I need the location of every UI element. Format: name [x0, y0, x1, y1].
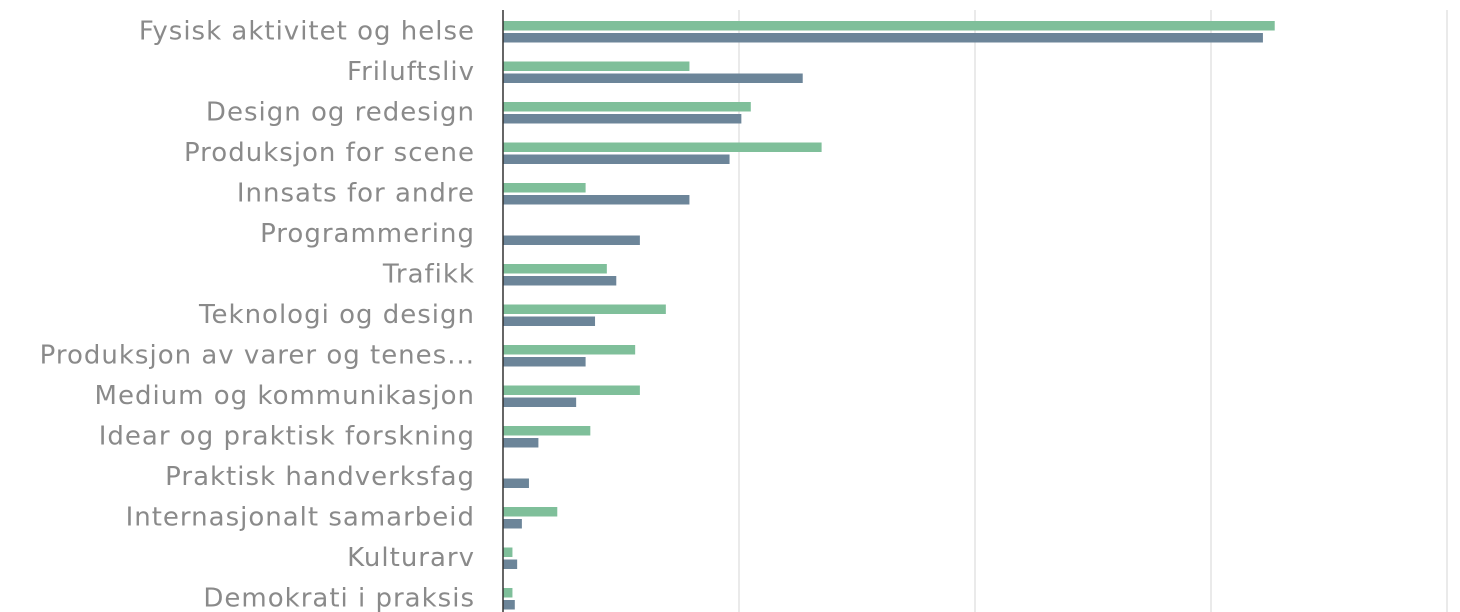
- bar-series-2: [503, 73, 803, 83]
- bar-series-2: [503, 235, 640, 245]
- bar-series-2: [503, 276, 617, 286]
- category-label: Fysisk aktivitet og helse: [139, 17, 475, 47]
- bar-series-1: [503, 507, 558, 517]
- bar-series-1: [503, 426, 591, 436]
- bar-series-1: [503, 345, 636, 355]
- bar-series-2: [503, 478, 529, 488]
- bars: [503, 21, 1275, 610]
- bar-series-1: [503, 588, 513, 598]
- category-label: Design og redesign: [206, 98, 475, 128]
- bar-series-2: [503, 600, 515, 610]
- bar-series-1: [503, 21, 1275, 31]
- bar-series-1: [503, 547, 513, 557]
- category-label: Internasjonalt samarbeid: [126, 503, 475, 533]
- bar-series-1: [503, 385, 640, 395]
- category-label: Trafikk: [382, 260, 475, 290]
- category-label: Programmering: [260, 219, 475, 249]
- bar-series-1: [503, 61, 690, 71]
- bar-series-2: [503, 33, 1263, 43]
- category-label: Produksjon for scene: [184, 138, 475, 168]
- bar-series-1: [503, 142, 822, 152]
- bar-series-2: [503, 397, 577, 407]
- category-label: Innsats for andre: [237, 179, 475, 209]
- gridlines: [738, 10, 1448, 612]
- bar-series-1: [503, 264, 607, 274]
- bar-series-2: [503, 114, 742, 124]
- bar-series-2: [503, 154, 730, 164]
- bar-series-2: [503, 357, 586, 367]
- bar-series-2: [503, 519, 522, 529]
- bar-series-1: [503, 304, 666, 314]
- category-label: Teknologi og design: [198, 300, 475, 330]
- category-label: Medium og kommunikasjon: [95, 381, 475, 411]
- bar-series-1: [503, 102, 751, 112]
- category-labels: Fysisk aktivitet og helse Friluftsliv Desi…: [40, 17, 475, 612]
- bar-series-1: [503, 183, 586, 193]
- category-label: Idear og praktisk forskning: [99, 422, 475, 452]
- category-label: Produksjon av varer og tenes...: [40, 341, 475, 371]
- bar-series-2: [503, 316, 596, 326]
- category-label: Friluftsliv: [347, 57, 475, 87]
- bar-series-2: [503, 438, 539, 448]
- category-label: Kulturarv: [347, 543, 475, 573]
- category-label: Praktisk handverksfag: [165, 462, 475, 492]
- bar-series-2: [503, 559, 518, 569]
- category-label: Demokrati i praksis: [203, 584, 475, 612]
- bar-series-2: [503, 195, 690, 205]
